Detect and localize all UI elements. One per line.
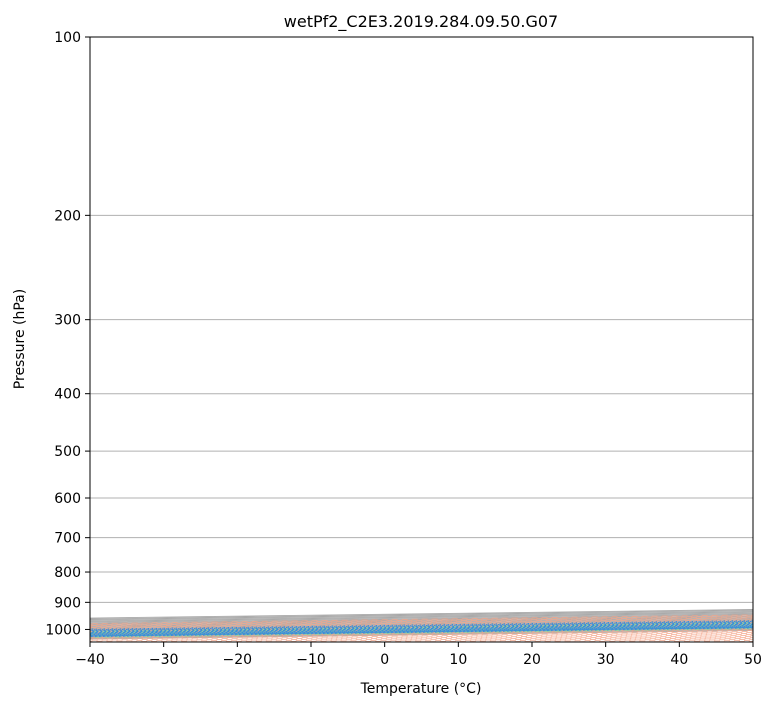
- x-tick-label: −20: [223, 652, 253, 668]
- moist-adiabat: [90, 626, 753, 637]
- x-tick-label: 10: [449, 652, 467, 668]
- isotherm: [90, 615, 753, 626]
- isotherm: [90, 629, 753, 640]
- dry-adiabat: [90, 617, 753, 628]
- dry-adiabat: [90, 622, 753, 632]
- y-tick-label: 800: [54, 565, 81, 581]
- dry-adiabat: [90, 624, 753, 634]
- x-axis: −40 −30 −20 −10 0 10 20 30 40 50: [75, 642, 762, 668]
- isotherm: [90, 618, 753, 628]
- x-tick-label: 0: [380, 652, 389, 668]
- dry-adiabat: [90, 628, 753, 639]
- isotherm: [90, 624, 753, 634]
- isotherm: [90, 620, 753, 630]
- dry-adiabat: [90, 615, 753, 626]
- dry-adiabat: [90, 620, 753, 630]
- y-tick-label: 500: [54, 444, 81, 460]
- dry-adiabat: [559, 638, 753, 642]
- y-tick-label: 100: [54, 30, 81, 46]
- moist-adiabat: [90, 622, 753, 632]
- y-tick-label: 1000: [45, 622, 81, 638]
- isotherm: [90, 611, 753, 622]
- dry-adiabat: [90, 626, 753, 636]
- dry-adiabat: [633, 639, 753, 642]
- y-tick-label: 700: [54, 531, 81, 547]
- moist-adiabat: [90, 622, 753, 633]
- moist-adiabat: [90, 627, 753, 638]
- moist-adiabat: [90, 628, 753, 638]
- x-tick-label: −30: [149, 652, 179, 668]
- dry-adiabat: [708, 640, 753, 642]
- dry-adiabat: [409, 636, 753, 642]
- isotherm: [90, 628, 753, 639]
- plot-area: 0.10.20.40.611.52346810131620253036-100-…: [90, 37, 753, 642]
- isotherm: [90, 623, 753, 633]
- dry-adiabat: [90, 629, 753, 640]
- y-tick-label: 300: [54, 313, 81, 329]
- isotherm: [90, 627, 753, 637]
- x-axis-title: Temperature (°C): [360, 681, 482, 697]
- isotherm: [90, 613, 753, 624]
- x-tick-label: −10: [296, 652, 326, 668]
- y-tick-label: 900: [54, 595, 81, 611]
- isotherm: [90, 614, 753, 625]
- moist-adiabat: [90, 625, 753, 635]
- isotherm: [90, 625, 753, 635]
- moist-adiabat: [90, 621, 753, 632]
- chart-title: wetPf2_C2E3.2019.284.09.50.G07: [284, 12, 558, 32]
- dry-adiabat: [185, 633, 753, 642]
- x-tick-label: 30: [597, 652, 615, 668]
- background-lines: [90, 37, 753, 642]
- x-tick-label: 50: [744, 652, 762, 668]
- moist-adiabat: [90, 625, 753, 636]
- dry-adiabat: [484, 637, 753, 642]
- dry-adiabat: [335, 635, 753, 642]
- isotherm: [90, 616, 753, 627]
- isotherm: [90, 622, 753, 632]
- dry-adiabat: [90, 630, 753, 641]
- dry-adiabat: [90, 627, 753, 638]
- isotherm: [90, 612, 753, 623]
- dry-adiabat: [90, 631, 753, 642]
- y-tick-label: 400: [54, 387, 81, 403]
- dry-adiabat: [90, 621, 753, 631]
- moist-adiabat: [90, 625, 753, 636]
- x-tick-label: −40: [75, 652, 105, 668]
- moist-adiabat: [90, 627, 753, 637]
- y-tick-label: 200: [54, 208, 81, 224]
- moist-adiabat: [90, 623, 753, 634]
- isotherm: [90, 609, 753, 619]
- isotherm: [90, 610, 753, 621]
- y-axis: 100 200 300 400 500 600 700 800 900 1000: [45, 30, 90, 638]
- isotherm: [90, 628, 753, 638]
- moist-adiabat: [90, 627, 753, 638]
- dry-adiabat: [90, 623, 753, 633]
- dry-adiabat: [90, 618, 753, 629]
- isotherm: [90, 621, 753, 631]
- moist-adiabat: [90, 624, 753, 635]
- moist-adiabat: [90, 623, 753, 634]
- isotherm: [90, 626, 753, 636]
- y-tick-label: 600: [54, 491, 81, 507]
- plot-frame: [89, 36, 754, 643]
- isotherm: [90, 610, 753, 620]
- moist-adiabat: [90, 624, 753, 634]
- x-tick-label: 20: [523, 652, 541, 668]
- dry-adiabat: [90, 619, 753, 629]
- dry-adiabat: [90, 625, 753, 635]
- moist-adiabat: [90, 622, 753, 633]
- moist-adiabat: [90, 626, 753, 636]
- dry-adiabat: [90, 616, 753, 627]
- x-tick-label: 40: [670, 652, 688, 668]
- dry-adiabat: [260, 634, 753, 642]
- isotherm: [90, 617, 753, 628]
- y-axis-title: Pressure (hPa): [12, 289, 28, 389]
- dry-adiabat: [90, 627, 753, 637]
- dry-adiabat: [90, 614, 753, 625]
- isotherm: [90, 619, 753, 629]
- dry-adiabat: [111, 632, 753, 642]
